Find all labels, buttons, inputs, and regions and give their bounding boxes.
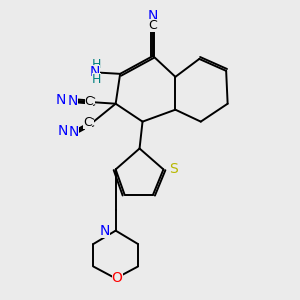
Text: N: N xyxy=(69,125,79,139)
Text: H: H xyxy=(92,73,101,86)
Text: H: H xyxy=(92,58,101,71)
Text: N: N xyxy=(90,65,100,80)
Text: C: C xyxy=(86,96,95,109)
Text: N: N xyxy=(67,94,77,108)
Text: O: O xyxy=(112,272,123,285)
Text: N: N xyxy=(58,124,68,139)
Text: N: N xyxy=(148,9,158,22)
Text: N: N xyxy=(56,93,66,107)
Text: S: S xyxy=(169,162,178,176)
Text: N: N xyxy=(99,224,110,238)
Text: C: C xyxy=(148,19,158,32)
Text: C: C xyxy=(85,95,93,108)
Text: C: C xyxy=(85,117,94,130)
Text: C: C xyxy=(83,116,92,129)
